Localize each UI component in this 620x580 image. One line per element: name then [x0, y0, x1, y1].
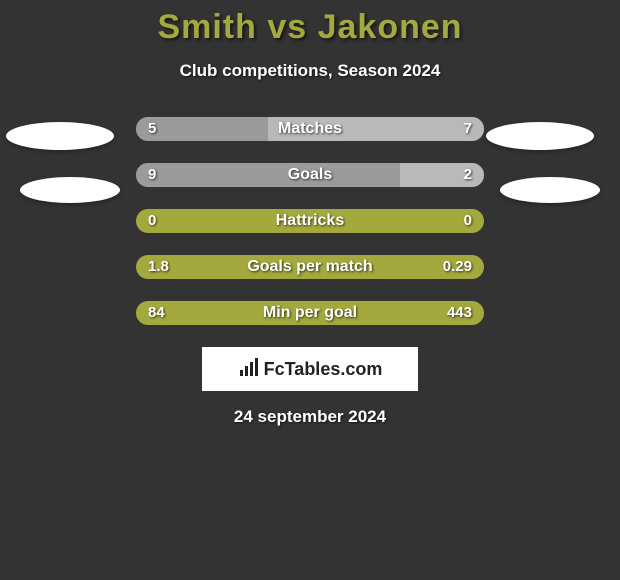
comparison-row: Matches57 [136, 117, 484, 141]
comparison-row: Goals92 [136, 163, 484, 187]
date-label: 24 september 2024 [0, 407, 620, 427]
brand-chart-icon [238, 356, 260, 383]
bar-right-segment [268, 117, 484, 141]
bar-metric-label: Goals per match [136, 255, 484, 279]
bar-right-value: 443 [435, 301, 484, 325]
bar-right-value: 0 [452, 209, 484, 233]
bar-left-value: 84 [136, 301, 177, 325]
avatar-ellipse [500, 177, 600, 203]
bar-left-value: 1.8 [136, 255, 181, 279]
bar-left-value: 0 [136, 209, 168, 233]
bar-left-segment [136, 163, 400, 187]
brand-box: FcTables.com [202, 347, 418, 391]
comparison-bar: Matches57 [136, 117, 484, 141]
bar-metric-label: Hattricks [136, 209, 484, 233]
avatar-ellipse [486, 122, 594, 150]
comparison-row: Goals per match1.8 0.29 [136, 255, 484, 279]
comparison-row: Min per goal84 443 [136, 301, 484, 325]
bar-left-segment [136, 117, 268, 141]
bar-right-segment [400, 163, 484, 187]
avatar-ellipse [6, 122, 114, 150]
comparison-bar: Goals per match1.8 0.29 [136, 255, 484, 279]
comparison-rows: Matches57 Goals92 Hattricks0 0 Goals per mat… [136, 117, 484, 325]
comparison-bar: Hattricks0 0 [136, 209, 484, 233]
bar-metric-label: Min per goal [136, 301, 484, 325]
brand-text: FcTables.com [264, 359, 383, 380]
avatar-ellipse [20, 177, 120, 203]
subtitle: Club competitions, Season 2024 [0, 61, 620, 81]
page-title: Smith vs Jakonen [0, 0, 620, 47]
comparison-row: Hattricks0 0 [136, 209, 484, 233]
comparison-bar: Min per goal84 443 [136, 301, 484, 325]
bar-right-value: 0.29 [431, 255, 484, 279]
comparison-bar: Goals92 [136, 163, 484, 187]
